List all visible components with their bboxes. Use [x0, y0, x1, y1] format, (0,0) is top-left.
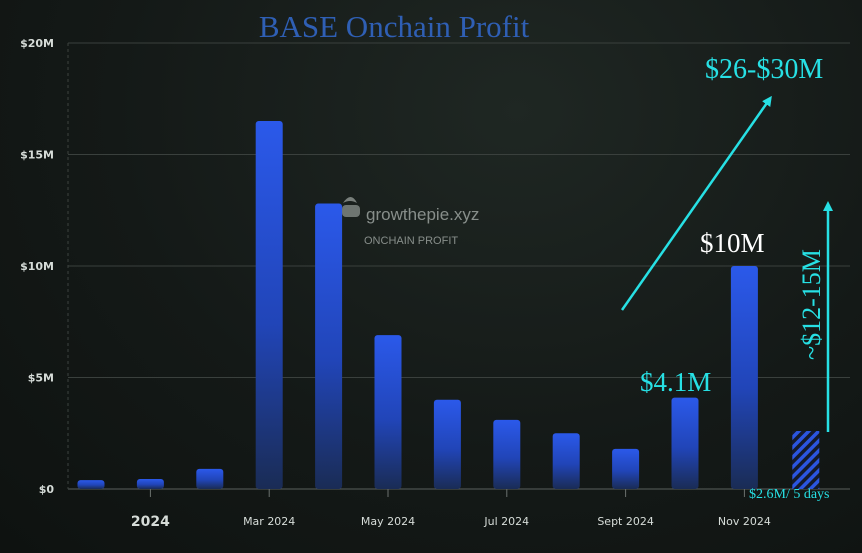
- bar: [374, 335, 402, 489]
- watermark: growthepie.xyz ONCHAIN PROFIT: [342, 197, 479, 247]
- partial-bar: [792, 431, 820, 489]
- bar: [493, 419, 521, 489]
- growthepie-logo-icon: [342, 197, 360, 217]
- x-tick-label: Nov 2024: [718, 515, 771, 528]
- bars: [77, 121, 820, 490]
- bar: [730, 266, 758, 489]
- y-tick-label: $20M: [20, 37, 54, 50]
- gridlines: [67, 42, 850, 490]
- y-tick-label: $15M: [20, 149, 54, 162]
- watermark-brand: growthepie.xyz: [366, 205, 479, 224]
- projection-label: $26-$30M: [705, 54, 823, 85]
- chart-title: BASE Onchain Profit: [259, 9, 530, 44]
- oct-value-label: $4.1M: [640, 367, 711, 397]
- bar: [612, 448, 640, 489]
- bar: [136, 478, 164, 489]
- x-tick-label: Jul 2024: [483, 515, 529, 528]
- bar: [552, 433, 580, 489]
- nov-value-label: $10M: [700, 228, 765, 258]
- partial-bar-label: $2.6M/ 5 days: [749, 487, 830, 502]
- x-axis: 2024 Mar 2024 May 2024 Jul 2024 Sept 2024 Nov…: [131, 489, 771, 530]
- bar: [196, 468, 224, 489]
- annotations: $26-$30M $10M $4.1M ~$12-15M $2.6M/ 5 da…: [620, 54, 833, 502]
- bar: [255, 121, 283, 490]
- y-tick-label: $10M: [20, 260, 54, 273]
- bar: [77, 480, 105, 489]
- x-tick-label: Mar 2024: [243, 515, 295, 528]
- bar: [315, 203, 343, 489]
- y-tick-label: $0: [39, 483, 55, 496]
- x-tick-label: May 2024: [361, 515, 415, 528]
- y-axis: $0 $5M $10M $15M $20M: [20, 37, 54, 496]
- y-tick-label: $5M: [28, 372, 54, 385]
- x-tick-label: 2024: [131, 514, 170, 530]
- bar: [671, 397, 699, 489]
- bar: [433, 399, 461, 489]
- dec-projection-label: ~$12-15M: [797, 249, 826, 360]
- watermark-subtitle: ONCHAIN PROFIT: [364, 235, 458, 247]
- projection-arrow: [620, 95, 772, 311]
- x-tick-label: Sept 2024: [597, 515, 654, 528]
